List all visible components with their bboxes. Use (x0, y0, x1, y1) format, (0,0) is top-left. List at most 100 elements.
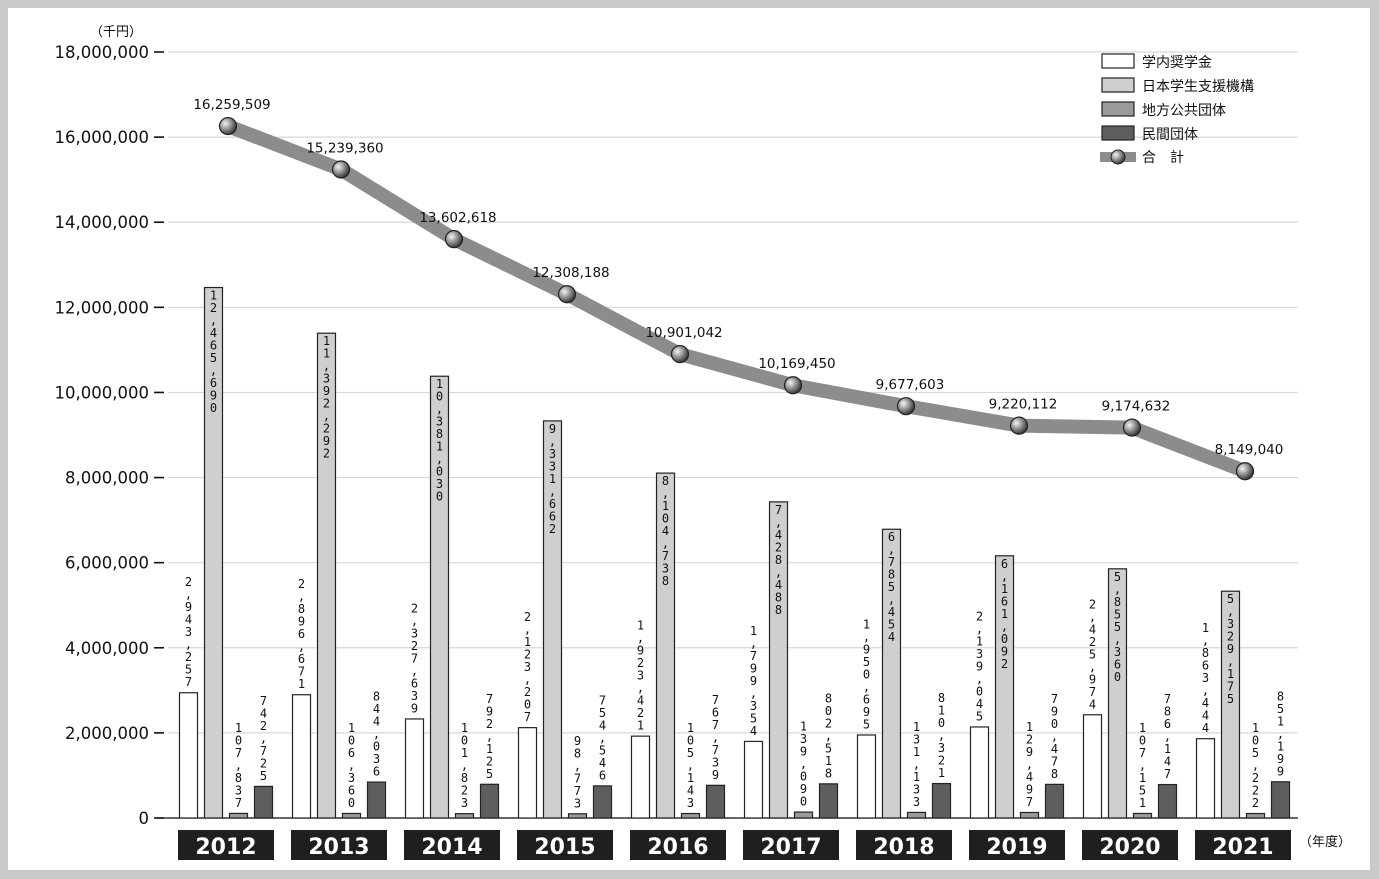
total-line-layer: 16,259,509 15,239,360 13,602,618 12,308,188… (193, 97, 1284, 481)
bar-2-2015 (567, 813, 588, 819)
x-tick-label: 2015 (534, 835, 595, 860)
total-point (218, 116, 238, 136)
bar-2-2017 (793, 811, 814, 819)
y-tick-label: 4,000,000 (65, 639, 149, 658)
bar-3-2017 (818, 783, 839, 819)
legend-swatch (1101, 53, 1135, 69)
x-tick-label: 2020 (1099, 835, 1160, 860)
bar-3-2015 (592, 785, 613, 819)
year-block (517, 830, 613, 860)
x-tick-label: 2016 (647, 835, 708, 860)
x-tick-label: 2021 (1212, 835, 1273, 860)
bar-2-2016 (680, 812, 701, 819)
bar-0-2015 (517, 727, 538, 819)
legend-total-marker (1110, 149, 1126, 165)
legend-swatch (1101, 77, 1135, 93)
bar-1-2017 (768, 501, 789, 819)
year-block (969, 830, 1065, 860)
x-tick-label: 2013 (308, 835, 369, 860)
bar-0-2012 (178, 692, 199, 819)
y-tick-label: 6,000,000 (65, 554, 149, 573)
bar-3-2016 (705, 784, 726, 819)
bar-1-2020 (1107, 568, 1128, 819)
bar-layer: 2, 9 4 3, 2 5 7 2, 8 9 6, 6 7 1 2, 3 2 7, 6 3 9 2, 1 2 3, 2 0 7 1, 9 2… (178, 286, 1291, 819)
x-tick-label: 2017 (760, 835, 821, 860)
bar-2-2020 (1132, 812, 1153, 819)
year-block (1195, 830, 1291, 860)
bar-1-2016 (655, 472, 676, 819)
legend-label: 学内奨学金 (1142, 55, 1212, 71)
bar-2-2021 (1245, 812, 1266, 819)
bar-0-2020 (1082, 714, 1103, 819)
bar-3-2020 (1157, 783, 1178, 819)
total-line (221, 119, 1252, 479)
bar-1-2014 (429, 375, 450, 819)
y-tick-label: 10,000,000 (55, 383, 149, 402)
bar-3-2014 (479, 783, 500, 819)
x-tick-label: 2018 (873, 835, 934, 860)
bar-3-2021 (1270, 781, 1291, 819)
total-value-label: 8,149,040 (1215, 442, 1284, 458)
total-point (1122, 418, 1142, 437)
y-tick-label: 12,000,000 (55, 298, 149, 317)
bar-1-2021 (1220, 590, 1241, 819)
year-block (291, 830, 387, 860)
x-tick-label: 2019 (986, 835, 1047, 860)
y-axis: 0 2,000,000 4,000,000 6,000,000 8,000,000 10,… (55, 43, 164, 828)
bar-1-2015 (542, 420, 563, 819)
bar-0-2019 (969, 726, 990, 819)
bar-0-2017 (743, 740, 764, 819)
year-block (856, 830, 952, 860)
y-tick-label: 14,000,000 (55, 213, 149, 232)
total-value-label: 9,174,632 (1102, 399, 1171, 415)
y-tick-label: 18,000,000 (55, 43, 149, 62)
chart-frame: 0 2,000,000 4,000,000 6,000,000 8,000,000 10,… (8, 8, 1370, 870)
bar-3-2012 (253, 785, 274, 819)
legend-label: 合 計 (1142, 150, 1184, 166)
bar-3-2013 (366, 781, 387, 819)
bar-0-2018 (856, 734, 877, 819)
total-value-label: 13,602,618 (419, 210, 496, 226)
bar-2-2019 (1019, 811, 1040, 819)
y-tick-label: 2,000,000 (65, 724, 149, 743)
scholarship-chart: 0 2,000,000 4,000,000 6,000,000 8,000,000 10,… (55, 25, 1351, 860)
total-value-label: 16,259,509 (193, 97, 270, 113)
year-block (630, 830, 726, 860)
y-tick-label: 8,000,000 (65, 469, 149, 488)
bar-1-2019 (994, 555, 1015, 819)
bar-2-2012 (228, 812, 249, 819)
bar-0-2021 (1195, 738, 1216, 819)
x-tick-label: 2014 (421, 835, 482, 860)
total-value-label: 12,308,188 (532, 265, 609, 281)
bar-1-2012 (203, 286, 224, 819)
total-point (331, 160, 351, 179)
bar-2-2014 (454, 813, 475, 819)
x-axis-unit-label: （年度） (1299, 834, 1351, 850)
year-block (178, 830, 274, 860)
year-block (1082, 830, 1178, 860)
total-value-label: 9,220,112 (989, 397, 1058, 413)
